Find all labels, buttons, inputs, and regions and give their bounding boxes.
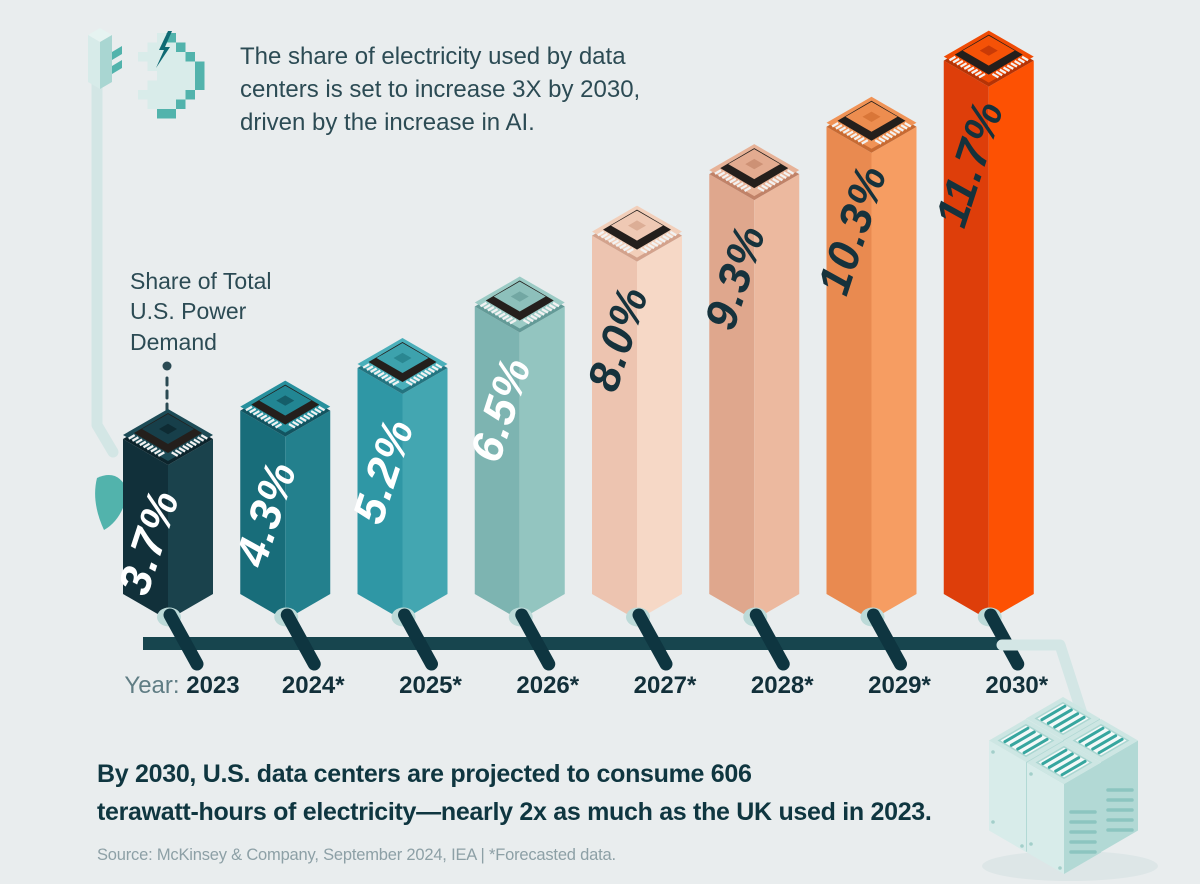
chip-core xyxy=(862,111,881,123)
bar-right-face xyxy=(519,306,565,620)
server-vent-slat xyxy=(1059,715,1086,733)
cpu-chip-icon xyxy=(362,342,443,386)
cable-leg xyxy=(280,608,321,671)
year-label: 2030* xyxy=(985,672,1048,699)
source-note: Source: McKinsey & Company, September 20… xyxy=(97,846,616,864)
server-vent-slat xyxy=(1078,726,1105,744)
lightning-bolt-icon xyxy=(156,31,172,68)
cable-leg xyxy=(398,608,438,671)
cable-leg xyxy=(163,608,204,671)
server-vent-slat xyxy=(1047,752,1074,769)
bar-2029: 10.3% xyxy=(807,96,917,620)
bar-left-face xyxy=(592,235,637,620)
bar-right-face xyxy=(754,174,800,621)
year-label: Year: 2023 xyxy=(124,672,239,699)
cpu-chip-icon xyxy=(128,412,208,457)
cable-leg xyxy=(515,608,556,671)
server-vent-slat xyxy=(1053,712,1080,729)
power-plug-icon xyxy=(88,28,122,89)
bar-left-face xyxy=(943,60,989,620)
bar-2027: 8.0% xyxy=(577,205,682,620)
bar-right-face xyxy=(871,126,917,620)
server-vent-slat xyxy=(1084,730,1111,747)
server-vent-slat xyxy=(1022,737,1049,755)
axis-annotation-pointer xyxy=(162,361,172,415)
bar-2025: 5.2% xyxy=(342,338,448,620)
server-vent-slat xyxy=(1040,704,1067,722)
bar-2026: 6.5% xyxy=(460,276,565,620)
server-rack xyxy=(1027,741,1101,874)
bar-2023: 3.7% xyxy=(108,408,213,620)
pixel-brain-with-lightning-icon xyxy=(138,31,205,119)
bar-right-face xyxy=(637,235,682,620)
bar-left-face xyxy=(240,410,286,620)
bar-right-face xyxy=(168,438,213,620)
chart-title: The share of electricity used by data ce… xyxy=(240,43,641,137)
year-label: 2025* xyxy=(399,672,462,699)
server-vent-slat xyxy=(1016,734,1043,751)
server-vent-slat xyxy=(1041,748,1068,766)
chip-core xyxy=(393,352,412,364)
bar-right-face xyxy=(402,368,448,620)
bar-left-face xyxy=(474,306,520,620)
bar-left-face xyxy=(826,126,872,620)
server-vent-slat xyxy=(1097,737,1124,755)
server-top-panel xyxy=(1072,723,1130,758)
bar-left-face xyxy=(357,368,403,620)
year-label: 2027* xyxy=(634,672,697,699)
server-vent-slat xyxy=(1009,730,1036,747)
key-takeaway: By 2030, U.S. data centers are projected… xyxy=(97,760,932,826)
cable-leg xyxy=(867,608,907,671)
chip-core xyxy=(628,220,646,231)
year-label: 2026* xyxy=(516,672,579,699)
data-center-server-racks-illustration xyxy=(982,697,1158,881)
cable-leg xyxy=(749,608,790,671)
server-vent-slat xyxy=(1091,734,1118,751)
chip-core xyxy=(510,291,529,302)
cpu-chip-icon xyxy=(245,384,326,429)
chip-core xyxy=(159,423,177,435)
bar-2030: 11.7% xyxy=(925,30,1034,620)
power-cord-left xyxy=(91,74,119,458)
timeline-baseline xyxy=(143,637,1005,650)
cpu-chip-icon xyxy=(831,100,912,145)
server-vent-slat xyxy=(1054,756,1081,773)
bar-right-face xyxy=(988,60,1034,620)
bar-left-face xyxy=(709,174,755,621)
chip-core xyxy=(276,395,295,406)
server-vent-slat xyxy=(1003,726,1030,744)
server-top-panel xyxy=(997,723,1055,758)
server-top-panel xyxy=(1034,701,1092,736)
bar-left-face xyxy=(123,438,168,620)
cpu-chip-icon xyxy=(597,209,677,254)
year-label: 2029* xyxy=(868,672,931,699)
bar-2028: 9.3% xyxy=(694,144,800,621)
chip-core xyxy=(979,45,998,56)
year-label: 2024* xyxy=(282,672,345,699)
cpu-chip-icon xyxy=(714,148,795,192)
server-top-panel xyxy=(1035,745,1093,780)
y-axis-annotation: Share of Total U.S. Power Demand xyxy=(130,268,272,355)
chip-core xyxy=(745,158,764,170)
server-vent-slat xyxy=(1046,708,1073,725)
cord-arrow-tip xyxy=(95,475,128,530)
cable-leg xyxy=(632,608,673,671)
cpu-chip-icon xyxy=(479,280,560,325)
bar-right-face xyxy=(285,410,331,620)
bar-2024: 4.3% xyxy=(225,380,331,620)
server-vent-slat xyxy=(1060,759,1087,777)
cpu-chip-icon xyxy=(948,34,1029,79)
year-label: 2028* xyxy=(751,672,814,699)
